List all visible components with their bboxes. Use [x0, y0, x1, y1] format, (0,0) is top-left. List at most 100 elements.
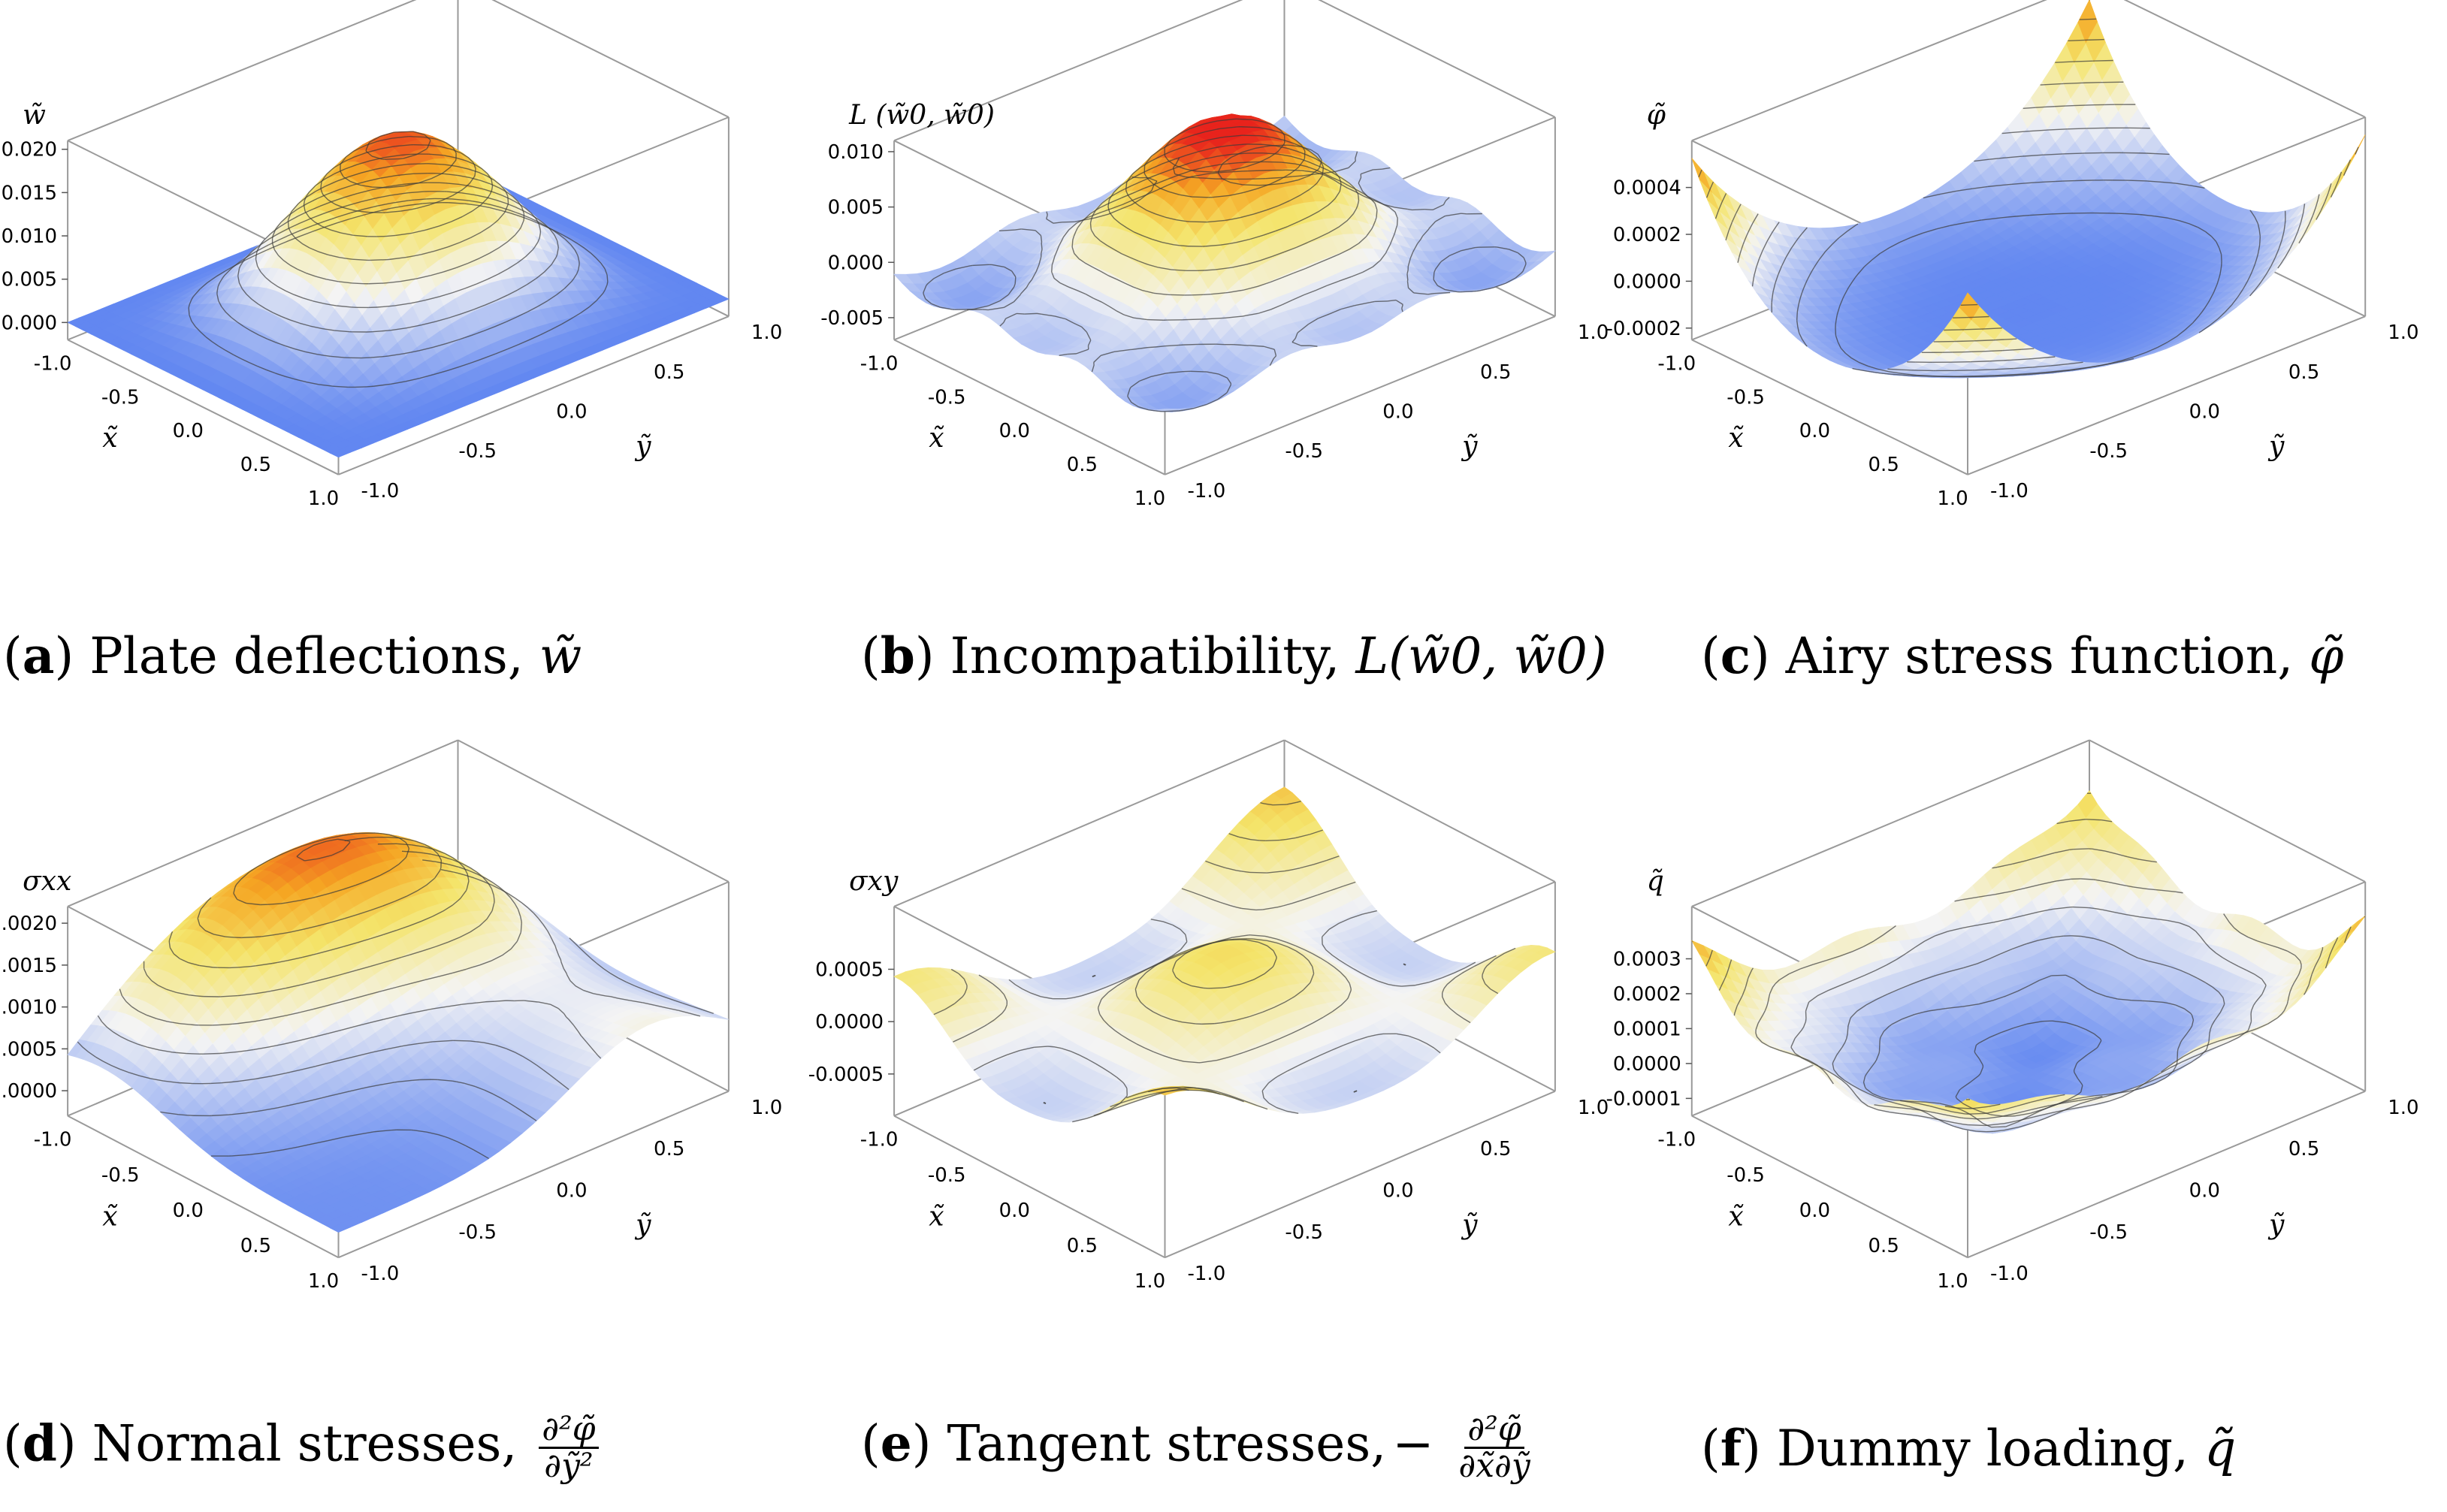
contour-segment [1046, 218, 1054, 224]
contour-segment [320, 188, 323, 193]
contour-segment [1148, 409, 1159, 412]
contour-segment [1081, 326, 1087, 333]
contour-segment [1146, 346, 1157, 349]
contour-segment [1165, 139, 1172, 148]
surface-mesh [1691, 0, 2366, 379]
contour-segment [219, 303, 222, 307]
contour-segment [379, 131, 394, 137]
contour-segment [1074, 253, 1080, 259]
contour-segment [1376, 210, 1378, 218]
contour-segment [525, 249, 533, 258]
contour-segment [1183, 407, 1195, 411]
contour-segment [1194, 403, 1207, 409]
contour-segment [1133, 286, 1137, 289]
contour-segment [314, 221, 322, 227]
contour-segment [273, 239, 279, 243]
contour-segment [1843, 288, 1848, 297]
contour-segment [295, 238, 303, 244]
contour-segment [530, 219, 539, 225]
contour-segment [272, 229, 276, 237]
contour-segment [1251, 177, 1266, 180]
contour-segment [258, 334, 267, 340]
contour-segment [1052, 256, 1056, 264]
contour-segment [1346, 219, 1349, 222]
contour-segment [1168, 160, 1176, 166]
contour-segment [297, 268, 307, 274]
contour-segment [452, 149, 462, 154]
contour-segment [365, 143, 370, 151]
contour-segment [1273, 137, 1285, 141]
contour-segment [443, 155, 456, 158]
contour-segment [306, 272, 316, 277]
contour-segment [379, 137, 392, 142]
contour-segment [507, 234, 516, 243]
contour-segment [452, 189, 463, 196]
contour-segment [1152, 149, 1160, 156]
z-tick-label: 0.005 [828, 197, 884, 219]
contour-segment [1243, 285, 1258, 291]
contour-segment [338, 281, 352, 284]
contour-segment [1168, 370, 1183, 374]
contour-segment [285, 376, 297, 380]
contour-segment [1355, 189, 1364, 195]
contour-segment [1313, 168, 1316, 171]
contour-segment [1092, 210, 1097, 216]
contour-segment [1240, 213, 1255, 219]
contour-segment [446, 142, 453, 148]
contour-segment [1228, 289, 1244, 294]
contour-segment [494, 321, 507, 327]
contour-segment [1373, 220, 1376, 226]
contour-segment [1134, 231, 1143, 237]
contour-segment [308, 216, 316, 223]
contour-segment [1198, 147, 1213, 152]
contour-segment [363, 205, 378, 210]
contour-segment [1284, 246, 1297, 253]
contour-segment [1317, 313, 1330, 319]
contour-segment [1035, 230, 1041, 237]
contour-segment [1523, 257, 1527, 263]
contour-segment [1348, 213, 1354, 220]
contour-segment [1835, 321, 1837, 325]
contour-segment [1227, 171, 1243, 173]
contour-segment [1911, 232, 1923, 238]
contour-segment [403, 352, 411, 355]
contour-segment [999, 321, 1004, 327]
contour-segment [1258, 156, 1270, 163]
x-tick-label: 0.0 [173, 420, 204, 442]
contour-segment [428, 153, 443, 156]
x-tick-label: -1.0 [860, 352, 899, 375]
contour-segment [1396, 218, 1398, 226]
contour-segment [1445, 197, 1450, 201]
contour-segment [316, 193, 329, 199]
contour-segment [1374, 203, 1378, 210]
contour-segment [1038, 262, 1041, 266]
contour-segment [340, 232, 353, 236]
contour-segment [1005, 312, 1017, 319]
contour-segment [537, 219, 545, 225]
contour-segment [1076, 349, 1089, 355]
contour-segment [411, 229, 427, 234]
contour-segment [1440, 255, 1450, 262]
contour-segment [334, 168, 346, 175]
contour-segment [487, 193, 491, 199]
contour-segment [391, 205, 406, 210]
contour-segment [404, 183, 417, 187]
contour-segment [2219, 247, 2222, 255]
contour-segment [377, 204, 386, 207]
contour-segment [336, 176, 349, 182]
contour-segment [1139, 205, 1147, 211]
contour-segment [1129, 173, 1140, 180]
contour-segment [385, 210, 401, 213]
contour-segment [421, 321, 436, 326]
contour-segment [1314, 183, 1318, 186]
contour-segment [1278, 200, 1290, 207]
contour-segment [1334, 167, 1349, 173]
contour-segment [330, 355, 345, 358]
contour-segment [1206, 317, 1222, 320]
contour-segment [507, 196, 509, 204]
contour-segment [1847, 287, 1850, 290]
contour-segment [500, 184, 506, 191]
contour-segment [1192, 131, 1206, 137]
contour-segment [1205, 164, 1222, 168]
contour-segment [1263, 230, 1276, 236]
